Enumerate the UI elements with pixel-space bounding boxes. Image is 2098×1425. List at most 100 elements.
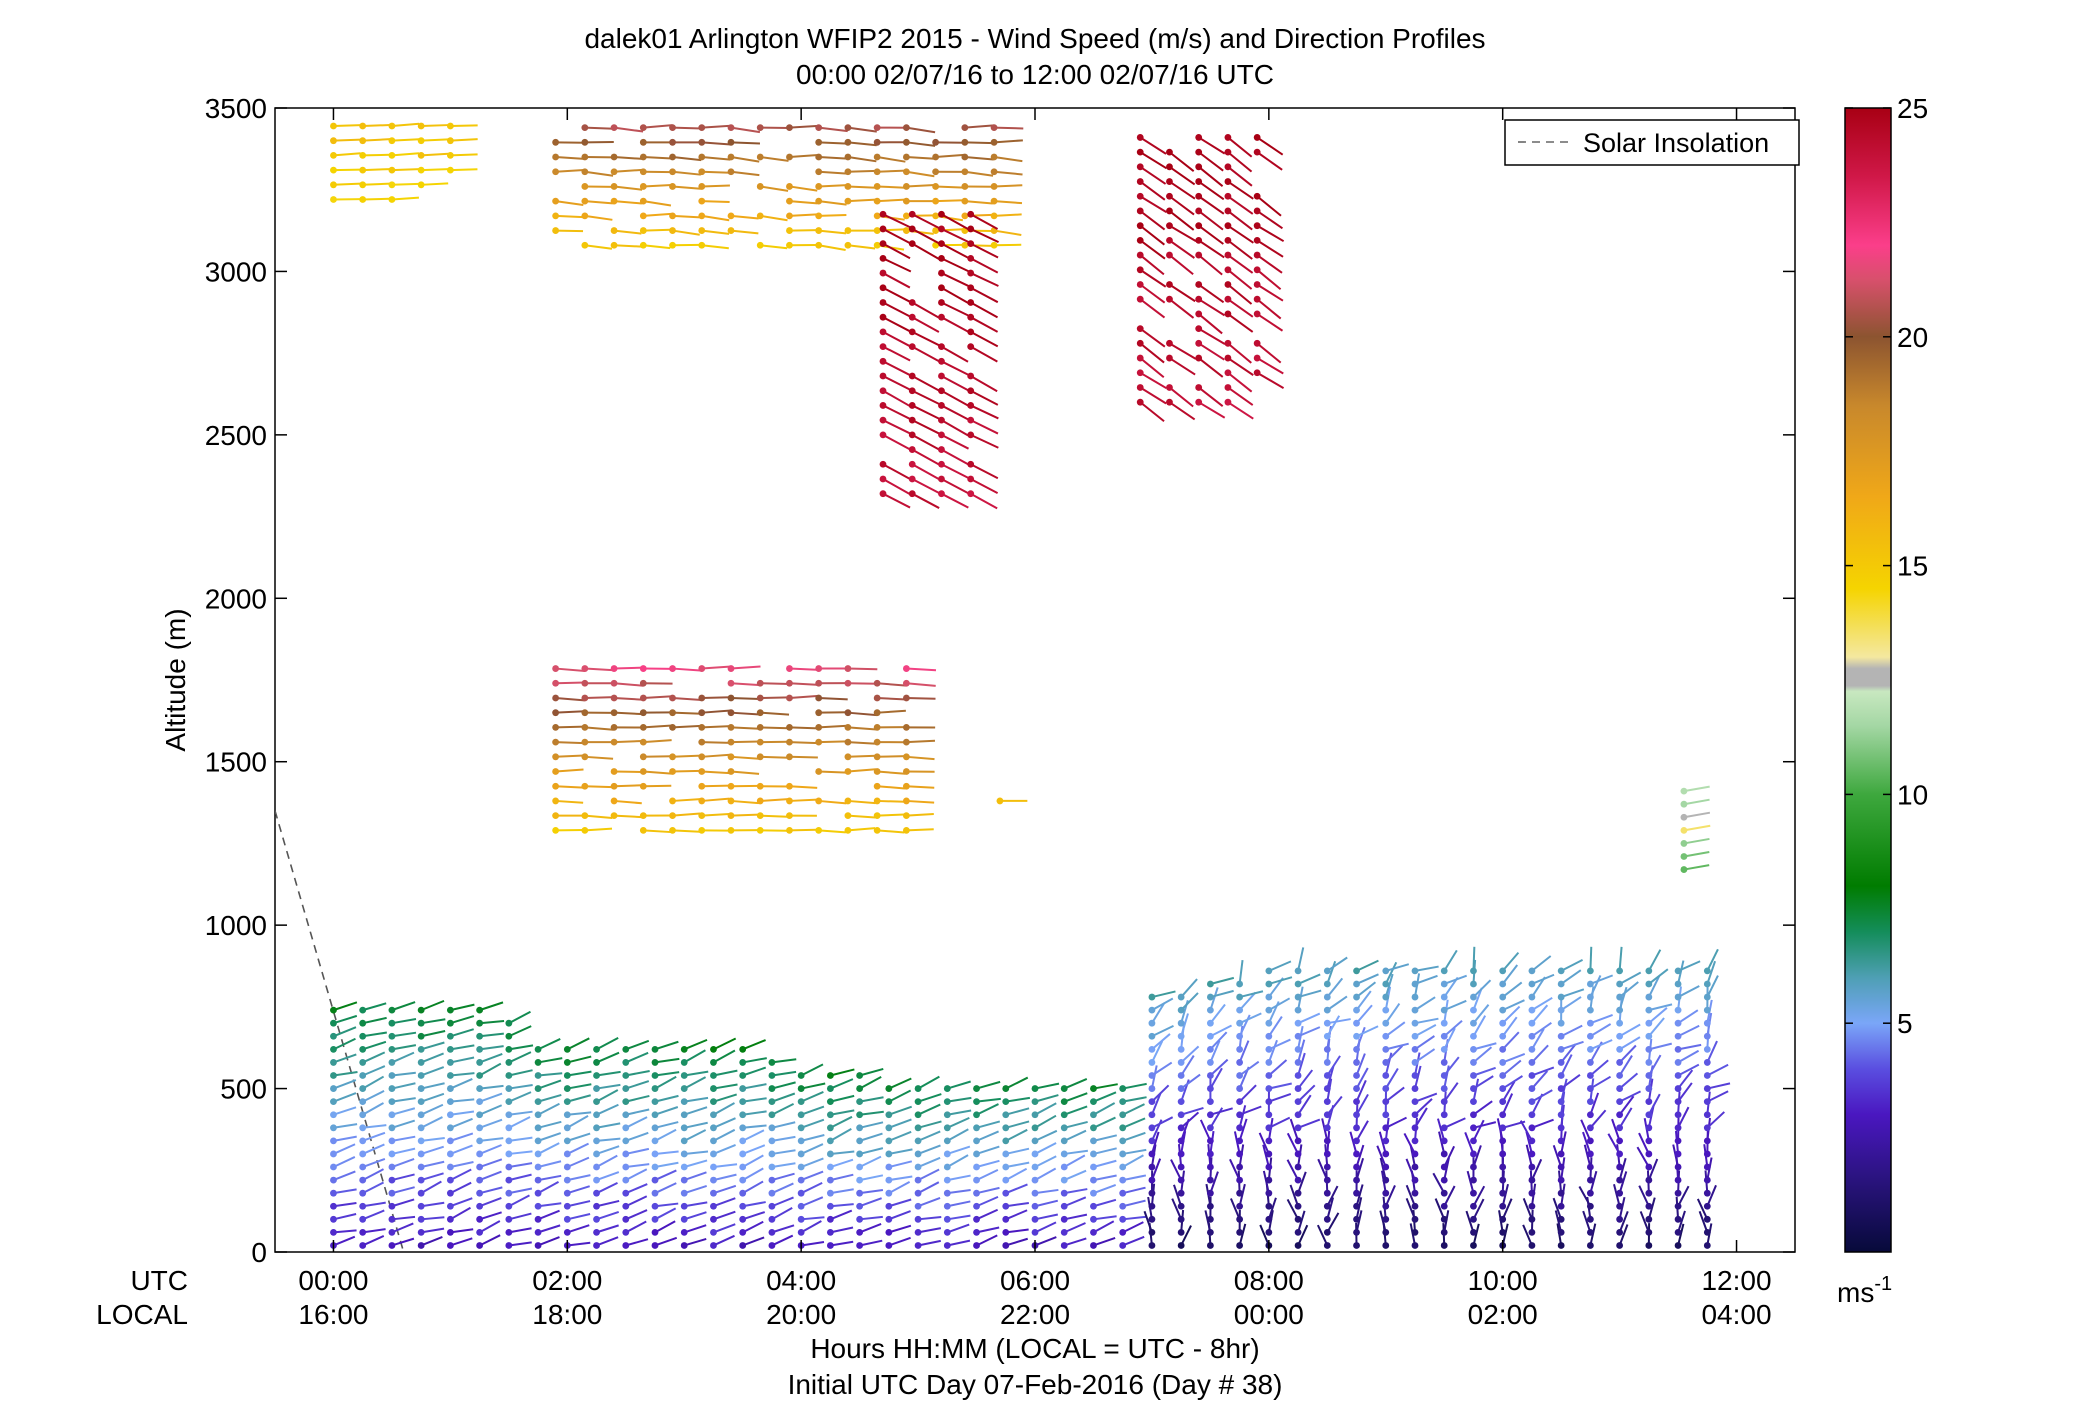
wind-barb <box>1470 1121 1497 1132</box>
wind-barb <box>1236 1084 1257 1106</box>
wind-barb-staff <box>1168 239 1195 259</box>
wind-barb-staff <box>672 769 701 773</box>
wind-barb <box>938 402 969 421</box>
wind-barb-dot <box>669 124 676 132</box>
wind-barb <box>1265 1059 1288 1079</box>
wind-barb <box>932 153 965 161</box>
wind-barb-staff <box>818 799 847 805</box>
wind-barb-staff <box>567 1111 592 1116</box>
wind-barb-dot <box>1411 1059 1419 1066</box>
wind-barb-dot <box>797 1176 805 1184</box>
wind-barb-dot <box>943 1150 951 1158</box>
wind-barb <box>476 1211 502 1223</box>
wind-barb <box>593 1171 620 1184</box>
wind-barb-dot <box>593 1163 600 1171</box>
wind-barb <box>1166 148 1195 172</box>
wind-barb-dot <box>1119 1215 1127 1223</box>
wind-barb-dot <box>739 1045 747 1053</box>
wind-barb-staff <box>882 375 911 391</box>
wind-barb <box>610 183 643 191</box>
wind-barb-staff <box>1150 1092 1162 1116</box>
wind-barb-staff <box>1554 1210 1563 1233</box>
wind-barb-dot <box>610 812 618 820</box>
wind-barb-staff <box>654 1057 680 1064</box>
wind-barb-staff <box>333 1202 357 1208</box>
wind-barb-staff <box>1256 254 1283 274</box>
wind-barb-dot <box>1253 207 1261 215</box>
wind-barb-dot <box>1440 980 1448 988</box>
wind-barb <box>885 1160 913 1171</box>
wind-barb-dot <box>1382 1189 1390 1197</box>
wind-barb-dot <box>639 153 647 161</box>
wind-barb-staff <box>1093 1174 1117 1182</box>
wind-barb <box>1060 1120 1088 1132</box>
wind-barb-staff <box>1683 798 1710 806</box>
wind-barb <box>902 153 936 161</box>
wind-barb-dot <box>879 225 887 233</box>
wind-barb <box>417 137 449 145</box>
wind-barb-dot <box>768 1163 776 1171</box>
wind-barb-dot <box>990 212 998 220</box>
wind-barb-dot <box>610 723 618 731</box>
wind-barb-staff <box>625 1147 650 1155</box>
wind-barb-dot <box>914 1085 922 1092</box>
wind-barb-dot <box>1674 1032 1682 1040</box>
wind-barb-dot <box>1323 1163 1331 1171</box>
wind-barb-dot <box>1002 1189 1010 1197</box>
wind-barb-dot <box>967 225 975 233</box>
wind-barb-dot <box>563 1111 571 1119</box>
wind-barb-dot <box>1499 1111 1507 1119</box>
wind-barb-dot <box>879 240 887 248</box>
wind-barb <box>330 1026 357 1040</box>
wind-barb <box>359 1209 385 1223</box>
wind-barb-dot <box>446 1163 454 1171</box>
wind-barb-dot <box>1090 1242 1097 1249</box>
wind-barb <box>943 1116 970 1132</box>
wind-barb <box>1616 1157 1627 1184</box>
wind-barb <box>1236 1040 1250 1066</box>
wind-barb-staff <box>391 168 420 172</box>
wind-barb-staff <box>1589 974 1602 998</box>
wind-barb-staff <box>1239 1012 1262 1025</box>
wind-barb-staff <box>818 214 847 217</box>
wind-barb-dot <box>967 284 975 292</box>
wind-barb <box>826 1115 853 1132</box>
wind-barb-dot <box>552 753 560 761</box>
wind-barb-staff <box>449 1206 471 1221</box>
wind-barb <box>581 753 614 761</box>
wind-barb-staff <box>1034 1114 1057 1129</box>
wind-barb-dot <box>1353 1019 1360 1027</box>
wind-barb-dot <box>622 1202 630 1210</box>
wind-barb-staff <box>1706 1090 1729 1103</box>
wind-barb-staff <box>672 829 700 833</box>
x-tick-label-local: 04:00 <box>1701 1299 1771 1330</box>
wind-barb-staff <box>946 1116 970 1129</box>
wind-barb <box>417 1215 445 1223</box>
wind-barb-dot <box>388 1124 396 1132</box>
wind-barb <box>844 679 878 687</box>
wind-barb <box>563 1142 589 1158</box>
wind-barb-staff <box>1355 1157 1365 1181</box>
wind-barb <box>756 183 789 192</box>
wind-barb <box>552 768 584 775</box>
wind-barb-staff <box>614 814 642 819</box>
wind-barb-staff <box>537 1236 560 1247</box>
wind-barb-staff <box>643 244 671 250</box>
wind-barb-dot <box>476 1189 484 1197</box>
wind-barb <box>1323 956 1348 975</box>
wind-barb-dot <box>1586 1163 1594 1171</box>
wind-barb-dot <box>581 138 589 146</box>
wind-barb-staff <box>1531 1089 1553 1103</box>
wind-barb-staff <box>1531 1066 1555 1077</box>
wind-barb-dot <box>768 1124 776 1132</box>
wind-barb-dot <box>902 138 910 146</box>
wind-barb-dot <box>680 1163 688 1171</box>
wind-barb-staff <box>1168 298 1195 319</box>
wind-barb-dot <box>1148 1111 1156 1119</box>
wind-barb-dot <box>873 679 881 687</box>
wind-barb-dot <box>826 1085 834 1092</box>
wind-barb-dot <box>359 181 367 189</box>
wind-barb <box>1265 1015 1283 1040</box>
wind-barb-staff <box>970 433 999 449</box>
wind-barb <box>826 1226 854 1236</box>
